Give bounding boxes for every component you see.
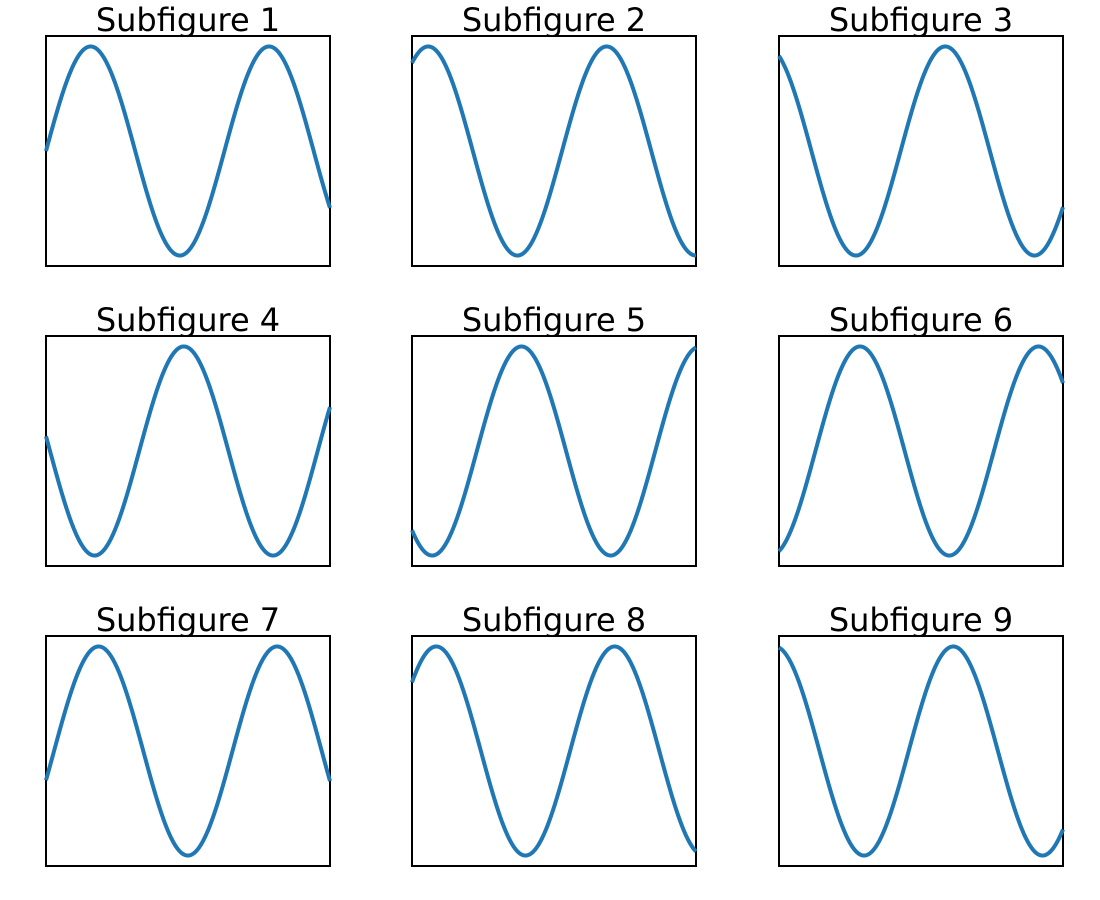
series-line [410,344,698,558]
series-line [777,644,1065,858]
series-line [44,344,332,558]
axes-frame [778,35,1064,267]
subplot-title: Subfigure 8 [462,601,646,639]
series-line [44,44,332,258]
subplot-title: Subfigure 3 [829,1,1013,39]
series-line [777,344,1065,558]
axes-frame [45,35,331,267]
subplot-title: Subfigure 1 [96,1,280,39]
axes-frame [411,335,697,567]
series-line [410,44,698,258]
subplot-9: Subfigure 9 [777,601,1065,867]
subplot-title: Subfigure 7 [96,601,280,639]
subplot-title: Subfigure 4 [96,301,280,339]
series-line [777,44,1065,258]
subplot-title: Subfigure 2 [462,1,646,39]
subplot-5: Subfigure 5 [410,301,698,567]
subplot-7: Subfigure 7 [44,601,332,867]
axes-frame [45,635,331,867]
subplot-8: Subfigure 8 [410,601,698,867]
subplot-3: Subfigure 3 [777,1,1065,267]
subplot-2: Subfigure 2 [410,1,698,267]
axes-frame [411,35,697,267]
subplot-title: Subfigure 9 [829,601,1013,639]
series-line [44,644,332,858]
series-line [410,644,698,858]
axes-frame [45,335,331,567]
axes-frame [778,635,1064,867]
subplot-6: Subfigure 6 [777,301,1065,567]
subplot-title: Subfigure 5 [462,301,646,339]
subplot-4: Subfigure 4 [44,301,332,567]
subplot-title: Subfigure 6 [829,301,1013,339]
subplot-1: Subfigure 1 [44,1,332,267]
